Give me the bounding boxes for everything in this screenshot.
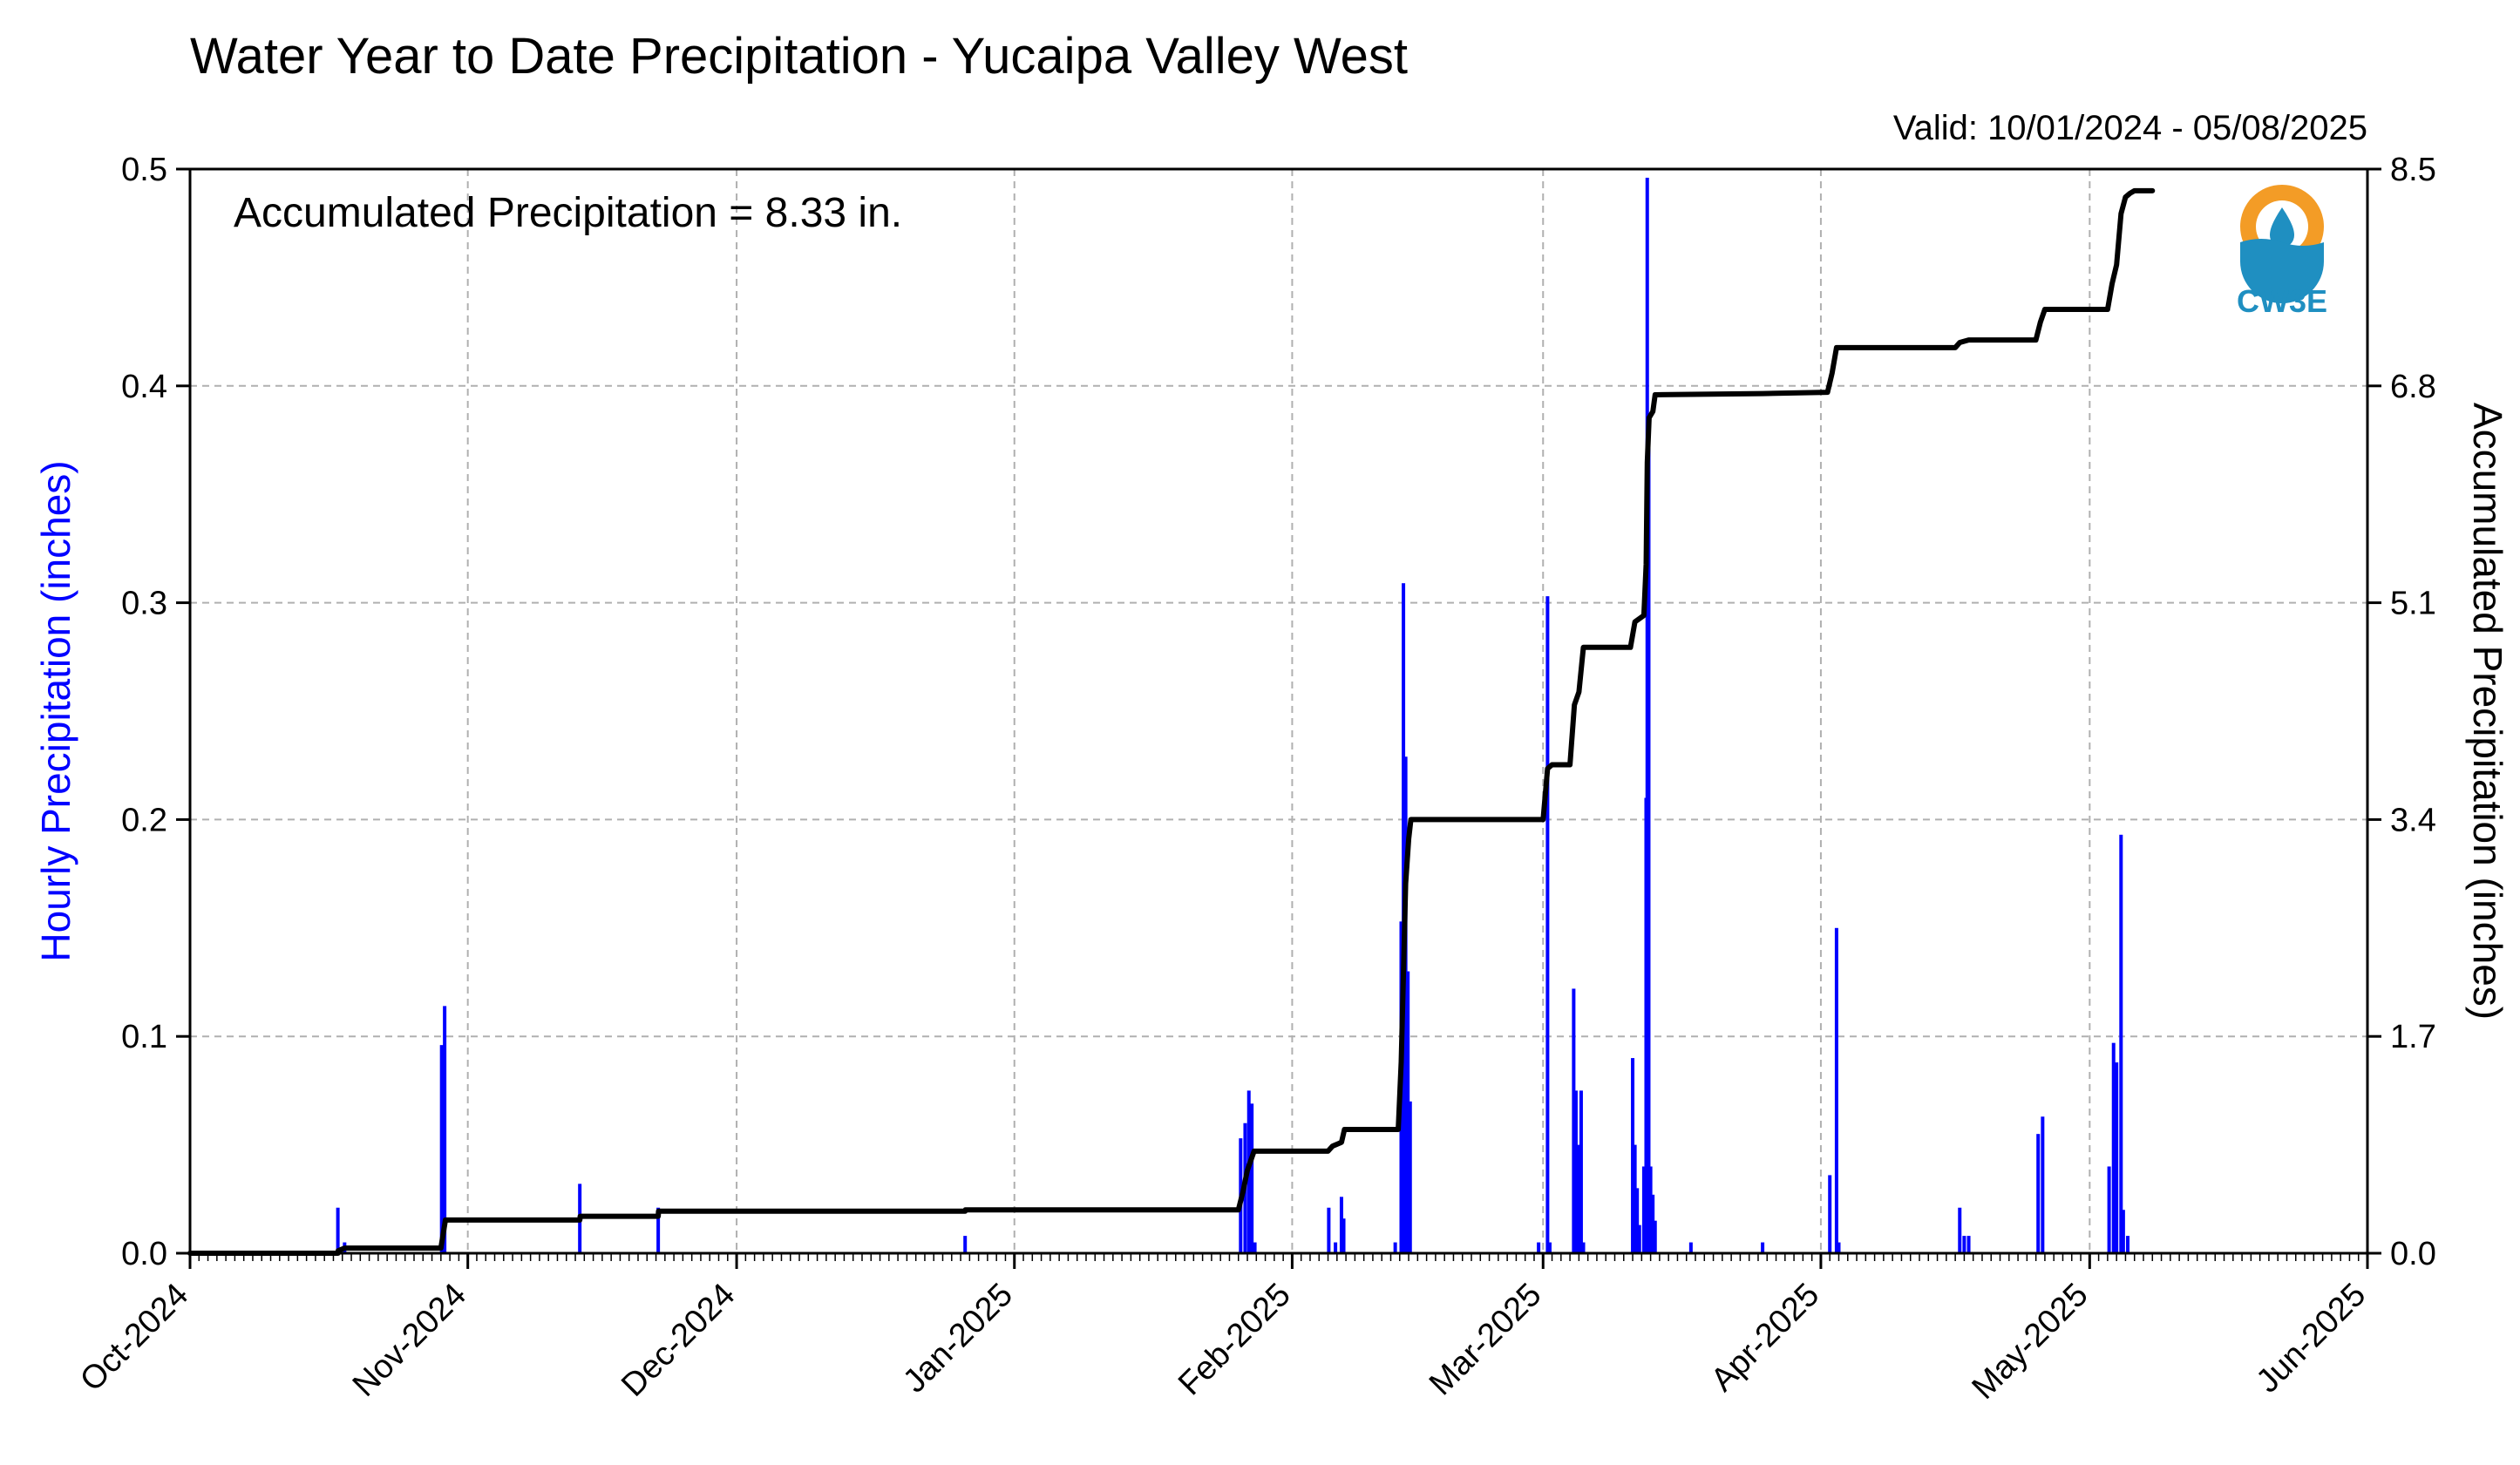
hourly-bar bbox=[1637, 1224, 1641, 1253]
chart-title: Water Year to Date Precipitation - Yucai… bbox=[190, 28, 1408, 85]
hourly-bar bbox=[1545, 596, 1550, 1253]
grid-lines bbox=[190, 169, 2367, 1253]
hourly-bar bbox=[1966, 1236, 1971, 1253]
logo-wave-icon bbox=[2240, 239, 2324, 303]
hourly-bar bbox=[656, 1207, 661, 1253]
y-left-tick-label: 0.2 bbox=[121, 802, 167, 838]
hourly-bar bbox=[1958, 1207, 1962, 1253]
y-axis-right-label: Accumulated Precipitation (inches) bbox=[2465, 403, 2510, 1020]
y-axis-left-label: Hourly Precipitation (inches) bbox=[33, 460, 78, 961]
logo-drop-icon bbox=[2270, 207, 2294, 248]
hourly-bar bbox=[1962, 1236, 1966, 1253]
hourly-bar bbox=[1635, 1188, 1640, 1253]
hourly-bar bbox=[1837, 1242, 1841, 1253]
valid-range: Valid: 10/01/2024 - 05/08/2025 bbox=[1893, 109, 2367, 147]
hourly-bars bbox=[336, 177, 2130, 1253]
hourly-bar bbox=[2107, 1166, 2111, 1253]
hourly-bar bbox=[1573, 1090, 1578, 1253]
hourly-bar bbox=[2121, 1210, 2125, 1253]
hourly-bar bbox=[1651, 1194, 1655, 1253]
hourly-bar bbox=[1577, 1144, 1581, 1253]
y-right-tick-label: 6.8 bbox=[2390, 369, 2436, 405]
hourly-bar bbox=[1408, 1101, 1412, 1253]
hourly-bar bbox=[1403, 756, 1408, 1253]
hourly-bar bbox=[1572, 988, 1576, 1253]
hourly-bar bbox=[1581, 1242, 1586, 1253]
hourly-bar bbox=[1342, 1218, 1346, 1253]
hourly-bar bbox=[1393, 1242, 1397, 1253]
hourly-bar bbox=[1537, 1242, 1541, 1253]
hourly-bar bbox=[1253, 1242, 1257, 1253]
hourly-bar bbox=[1547, 1242, 1552, 1253]
logo-text: CW3E bbox=[2237, 283, 2327, 319]
hourly-bar bbox=[2119, 834, 2123, 1253]
hourly-bar bbox=[1688, 1242, 1693, 1253]
hourly-bar bbox=[439, 1045, 444, 1253]
hourly-bar bbox=[1834, 927, 1838, 1253]
hourly-bar bbox=[1828, 1175, 1832, 1253]
hourly-bar bbox=[2041, 1116, 2045, 1253]
y-left-tick-label: 0.3 bbox=[121, 586, 167, 622]
hourly-bar bbox=[1327, 1207, 1331, 1253]
hourly-bar bbox=[2126, 1236, 2130, 1253]
y-axis-right: 0.0 1.7 3.4 5.1 6.8 8.5 bbox=[2367, 152, 2436, 1272]
accumulated-line bbox=[187, 187, 2156, 1256]
hourly-bar bbox=[1334, 1242, 1338, 1253]
hourly-bar bbox=[1579, 1090, 1583, 1253]
y-left-tick-label: 0.5 bbox=[121, 152, 167, 188]
y-right-tick-label: 3.4 bbox=[2390, 802, 2436, 838]
hourly-bar bbox=[1761, 1242, 1765, 1253]
plot-frame bbox=[188, 167, 2369, 1255]
hourly-bar bbox=[336, 1207, 340, 1253]
hourly-bar bbox=[2111, 1042, 2116, 1253]
hourly-bar bbox=[1653, 1220, 1657, 1253]
y-right-tick-label: 5.1 bbox=[2390, 586, 2436, 622]
hourly-bar bbox=[2036, 1134, 2041, 1253]
accumulated-annotation: Accumulated Precipitation = 8.33 in. bbox=[234, 190, 902, 236]
y-right-tick-label: 0.0 bbox=[2390, 1236, 2436, 1272]
y-left-tick-label: 0.1 bbox=[121, 1019, 167, 1055]
hourly-bar bbox=[2115, 1062, 2119, 1253]
y-right-tick-label: 8.5 bbox=[2390, 152, 2436, 188]
hourly-bar bbox=[1250, 1103, 1254, 1253]
accumulated-series-line bbox=[187, 187, 2156, 1256]
hourly-bar bbox=[1641, 1166, 1646, 1253]
y-left-tick-label: 0.4 bbox=[121, 369, 167, 405]
cw3e-logo: CW3E bbox=[2237, 185, 2327, 319]
hourly-bar bbox=[1633, 1144, 1637, 1253]
y-right-tick-label: 1.7 bbox=[2390, 1019, 2436, 1055]
hourly-bar bbox=[1647, 429, 1651, 1253]
hourly-bar bbox=[443, 1006, 447, 1253]
y-left-tick-label: 0.0 bbox=[121, 1236, 167, 1272]
y-axis-left: 0.0 0.1 0.2 0.3 0.4 0.5 bbox=[121, 152, 190, 1272]
hourly-bar bbox=[1406, 971, 1410, 1253]
hourly-bar bbox=[1339, 1197, 1343, 1253]
hourly-bar bbox=[963, 1236, 968, 1253]
hourly-bar bbox=[1631, 1058, 1635, 1253]
hourly-bar bbox=[1648, 1166, 1653, 1253]
